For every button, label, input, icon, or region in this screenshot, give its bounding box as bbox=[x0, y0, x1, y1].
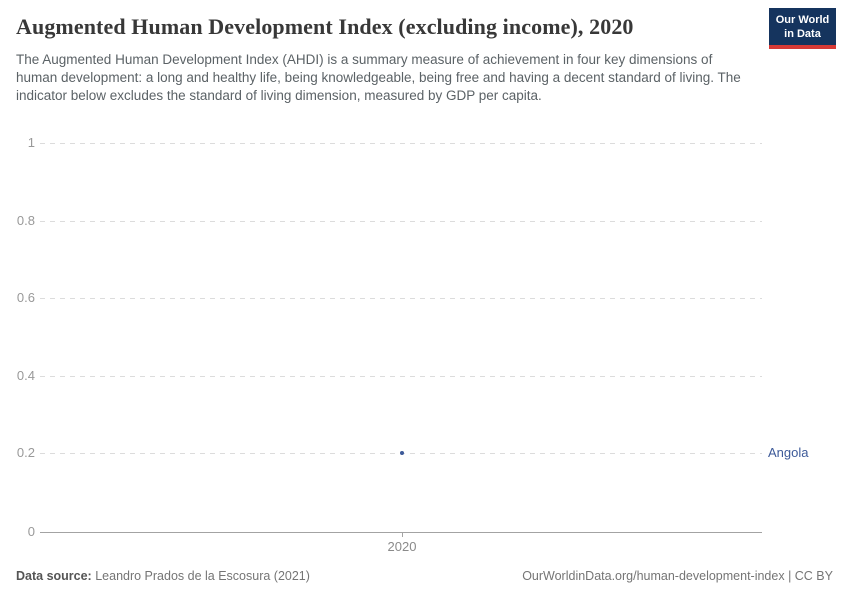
y-axis-tick-label: 1 bbox=[27, 135, 35, 150]
chart-subtitle: The Augmented Human Development Index (A… bbox=[16, 52, 741, 103]
data-source-value: Leandro Prados de la Escosura (2021) bbox=[91, 569, 310, 583]
footer-source: Data source: Leandro Prados de la Escosu… bbox=[16, 569, 310, 583]
data-point-angola[interactable] bbox=[400, 451, 404, 455]
gridline-0.8 bbox=[40, 221, 762, 222]
y-axis-tick-label: 0.4 bbox=[16, 368, 35, 383]
chart-title: Augmented Human Development Index (exclu… bbox=[16, 14, 634, 39]
owid-logo-line-1: Our World bbox=[775, 14, 830, 26]
x-axis-tick bbox=[402, 532, 403, 537]
entity-label-angola[interactable]: Angola bbox=[768, 445, 809, 460]
gridline-1 bbox=[40, 143, 762, 144]
y-axis-tick-label: 0 bbox=[27, 524, 35, 539]
owid-logo-line-2: in Data bbox=[784, 28, 821, 40]
x-axis-line bbox=[40, 532, 762, 533]
y-axis-tick-label: 0.2 bbox=[16, 445, 35, 460]
gridline-0.6 bbox=[40, 298, 762, 299]
footer-link[interactable]: OurWorldinData.org/human-development-ind… bbox=[522, 569, 833, 583]
data-source-label: Data source: bbox=[16, 569, 92, 583]
x-axis-tick-label: 2020 bbox=[387, 539, 417, 554]
y-axis-tick-label: 0.8 bbox=[16, 213, 35, 228]
y-axis-tick-label: 0.6 bbox=[16, 290, 35, 305]
gridline-0.4 bbox=[40, 376, 762, 377]
owid-logo[interactable]: Our World in Data bbox=[769, 8, 836, 49]
